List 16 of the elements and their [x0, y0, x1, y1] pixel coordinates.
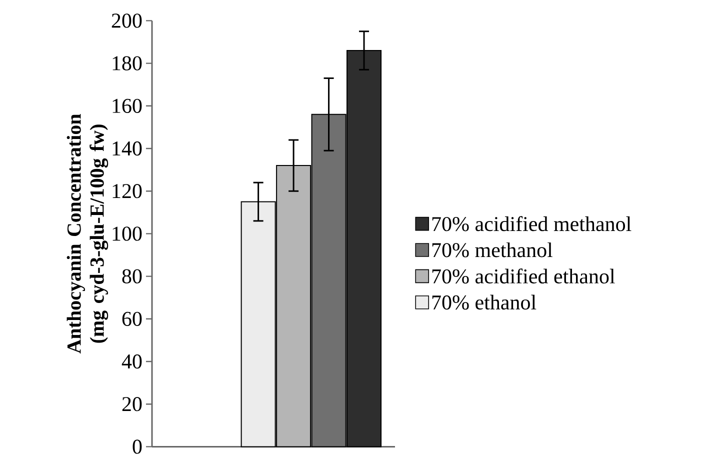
y-tick-label: 0: [132, 440, 142, 454]
legend-label: 70% methanol: [432, 242, 552, 258]
y-tick-label: 140: [112, 141, 142, 156]
y-tick-label: 100: [112, 226, 142, 241]
y-tick-label: 120: [112, 184, 142, 198]
legend-label: 70% ethanol: [432, 294, 536, 310]
y-tick-label: 160: [112, 98, 142, 113]
y-tick-label: 60: [122, 312, 142, 326]
y-tick-label: 40: [122, 354, 142, 369]
y-tick-label: 20: [122, 397, 142, 412]
y-tick-label: 200: [112, 14, 142, 28]
y-axis-title: Anthocyanin Concentration (mg cyd-3-glu-E/100g fw): [66, 114, 108, 354]
y-tick-label: 80: [122, 269, 142, 284]
legend-label: 70% acidified methanol: [432, 216, 632, 232]
legend-label: 70% acidified ethanol: [432, 268, 615, 284]
y-tick-label: 180: [112, 56, 142, 70]
